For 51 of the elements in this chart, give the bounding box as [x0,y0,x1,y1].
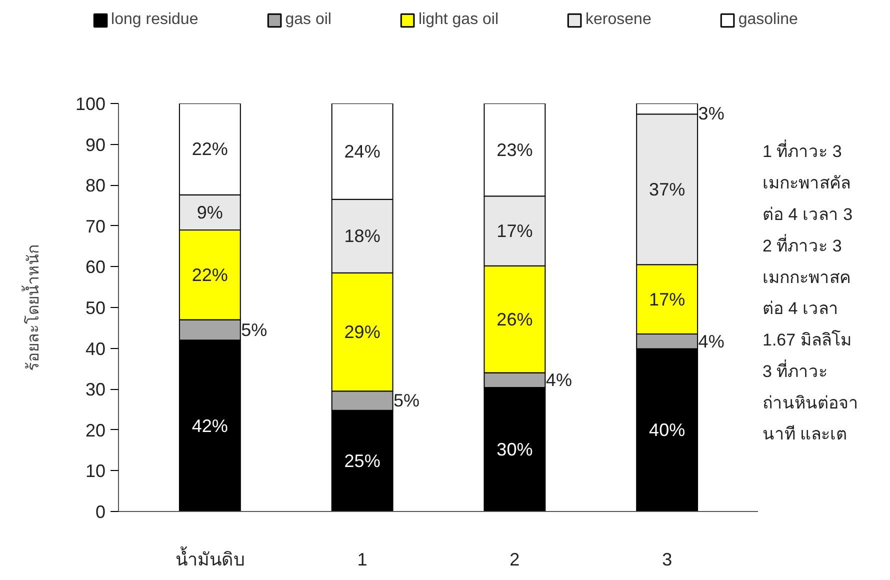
data-label: 29% [344,322,380,342]
text: 2 ที่ภาวะ 3 [762,233,842,256]
y-tick-label: 90 [85,134,106,155]
y-tick-label: 80 [85,176,106,196]
text: ต่อ 4 เวลา [762,299,838,318]
data-label: 5% [394,390,420,411]
legend-label: long residue [111,11,198,29]
y-tick-label: 100 [75,94,106,114]
text: 1.67 มิลลิโม [762,330,852,350]
data-label: 4% [698,331,724,352]
legend-label: gas oil [285,11,332,29]
legend-label: light gas oil [418,11,499,29]
y-tick-label: 20 [85,420,106,440]
data-label: 22% [192,139,228,160]
data-label: 5% [241,320,268,340]
data-label: 18% [344,226,380,246]
data-label: 37% [649,179,686,200]
legend-label: gasoline [738,11,798,29]
data-label: 40% [649,420,686,440]
y-tick-label: 40 [85,338,106,359]
text: ถ่านหินต่อจา [762,393,858,412]
data-label: 23% [496,140,533,160]
text: นาที และเต [762,424,848,444]
text: ต่อ 4 เวลา 3 [762,204,853,224]
data-label: 25% [344,450,380,471]
y-tick-label: 0 [95,502,106,522]
y-tick-label: 70 [85,216,106,236]
x-tick-label: 2 [510,550,520,570]
legend-label: kerosene [586,11,652,29]
data-label: 3% [698,104,724,124]
data-label: 4% [546,370,572,390]
text: เมกะพาสคัล [762,174,850,193]
x-tick-label: น้ำมันดิบ [175,546,244,570]
y-axis-title: ร้อยละโดยน้ำหนัก [21,244,42,371]
data-label: 17% [649,289,686,310]
text: เมกกะพาสค [762,268,850,287]
data-label: 17% [496,221,533,241]
y-tick-label: 50 [85,298,106,318]
data-label: 42% [192,416,228,436]
x-tick-label: 3 [662,550,672,570]
text: 1 ที่ภาวะ 3 [762,139,842,162]
data-label: 26% [496,309,533,330]
y-tick-label: 60 [85,257,106,278]
y-tick-label: 10 [85,461,106,482]
data-label: 30% [496,439,533,460]
data-label: 22% [192,264,228,285]
x-tick-label: 1 [357,550,368,570]
data-label: 24% [344,141,380,162]
data-label: 9% [196,202,223,222]
y-tick-label: 30 [85,380,106,400]
text: 3 ที่ภาวะ [762,358,828,381]
